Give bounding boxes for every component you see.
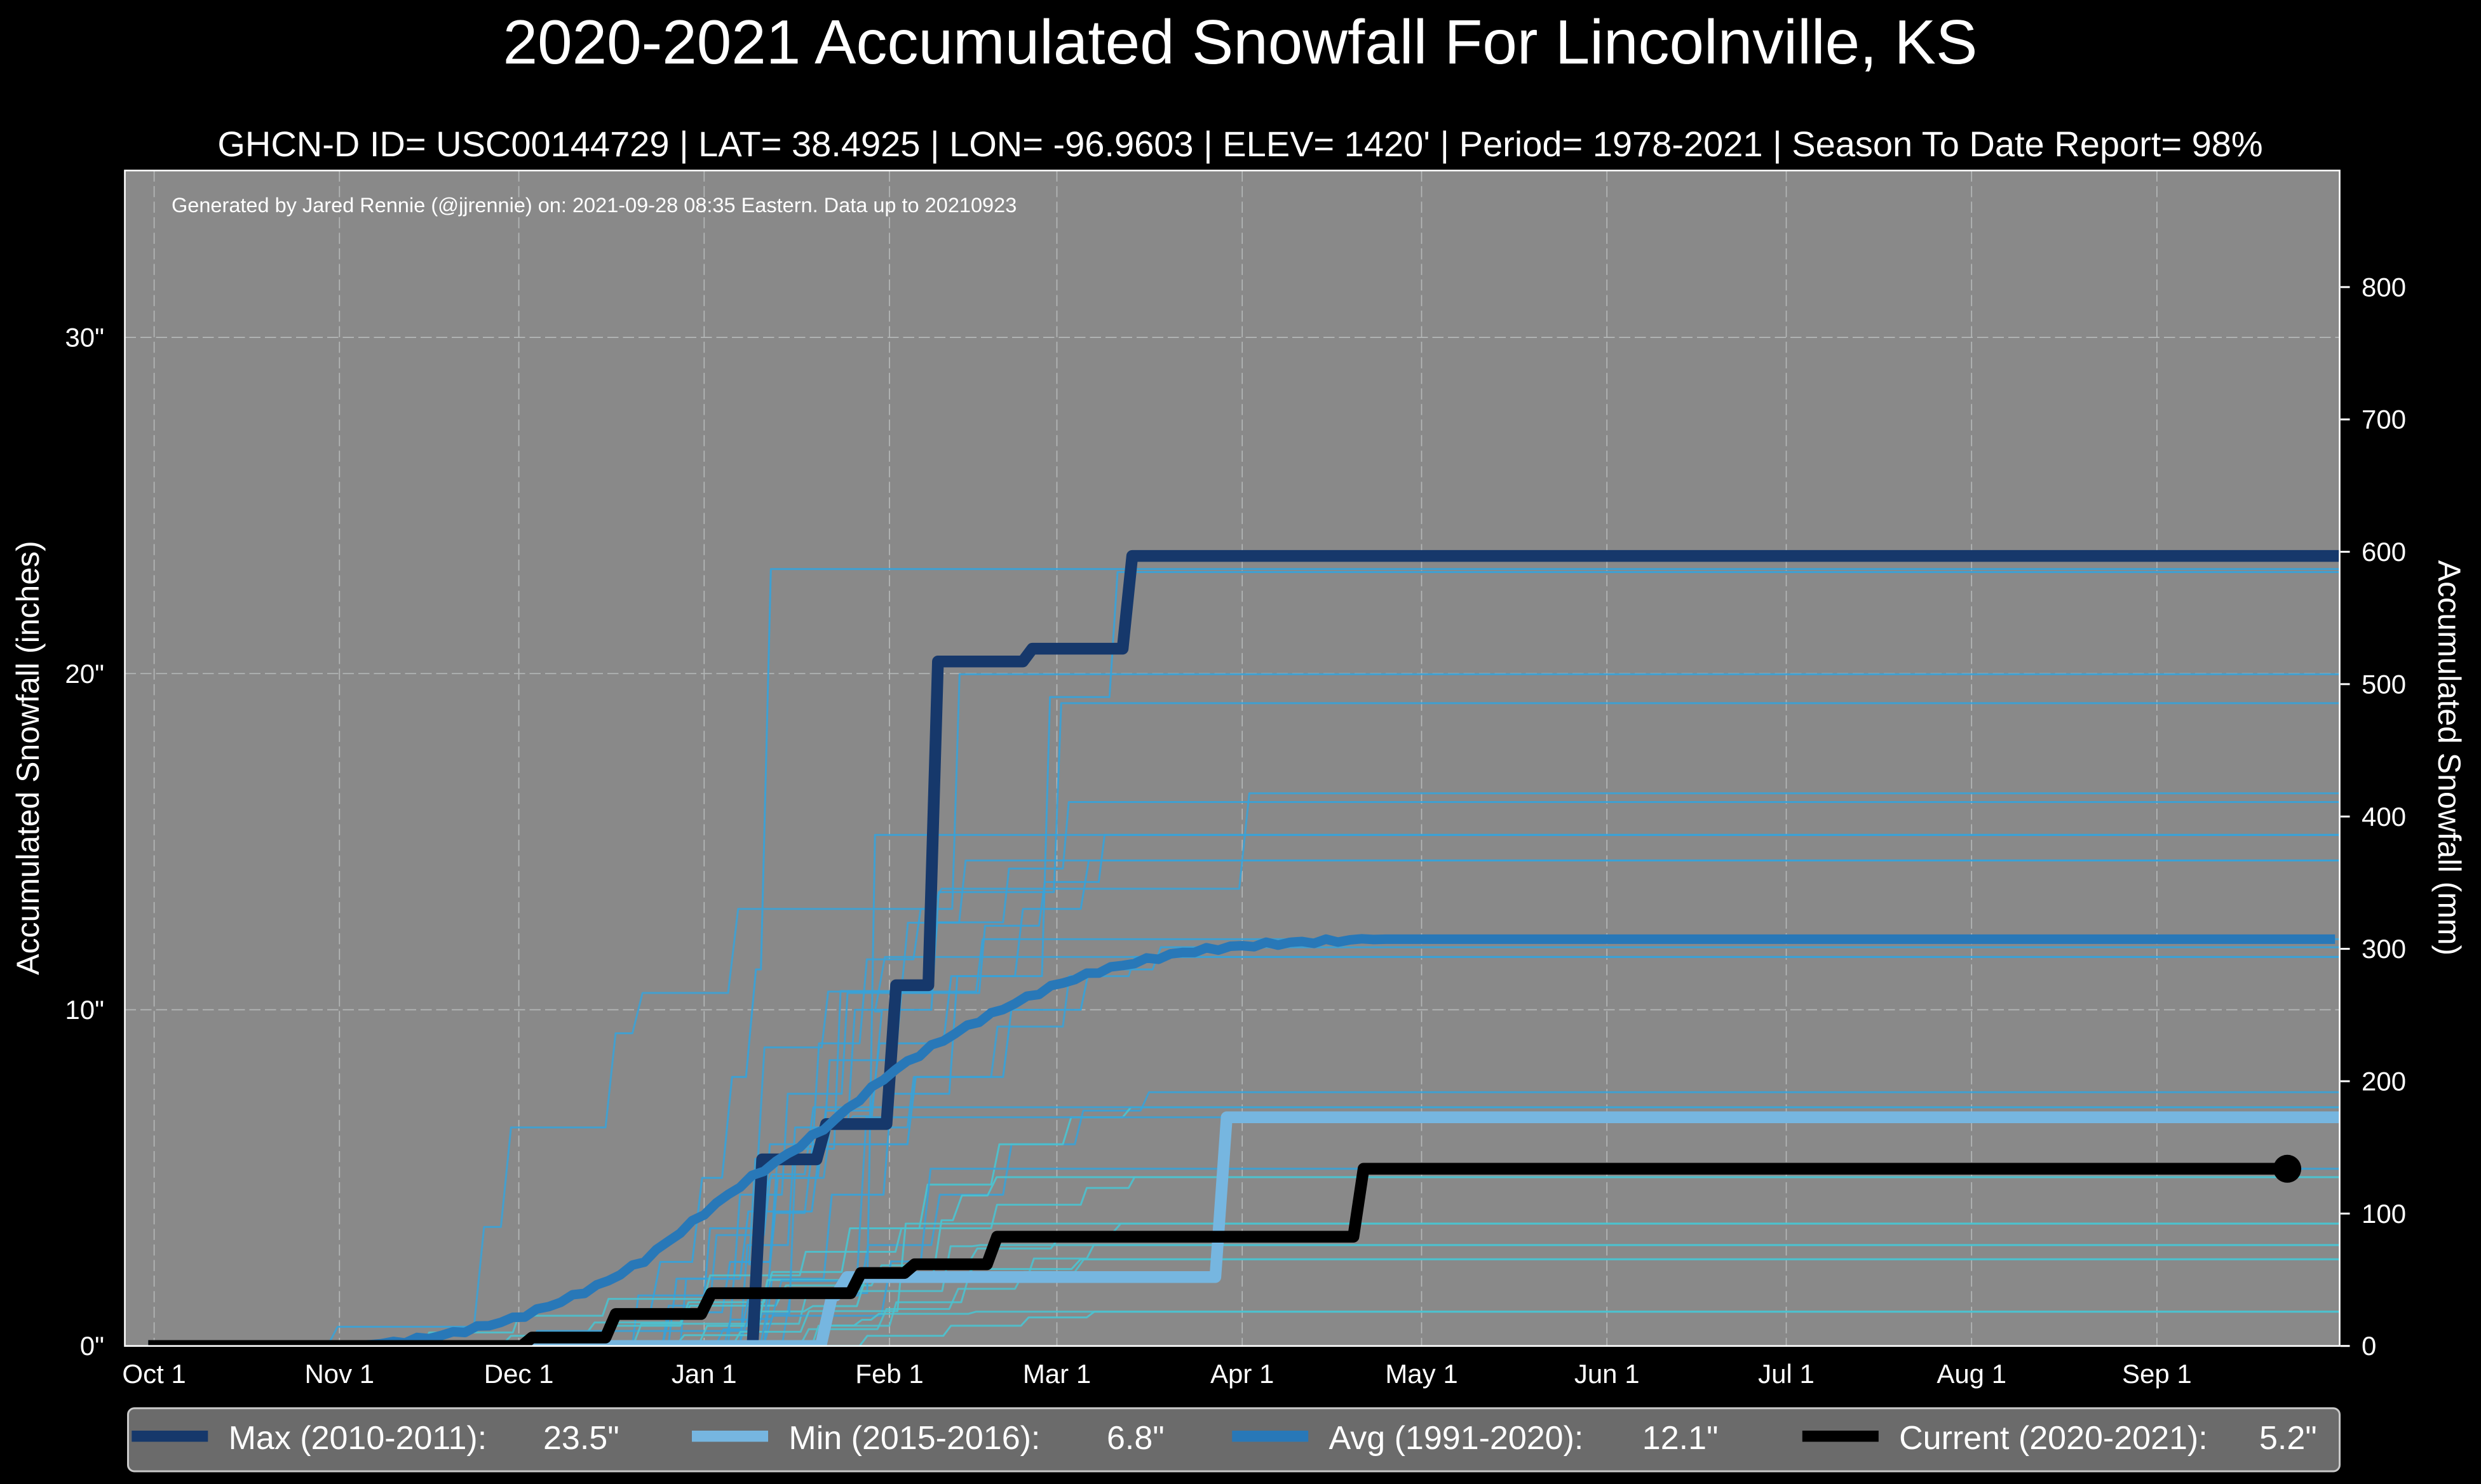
svg-text:400: 400 <box>2362 802 2406 832</box>
svg-text:20": 20" <box>65 659 104 689</box>
svg-text:Aug 1: Aug 1 <box>1937 1359 2006 1389</box>
svg-text:Accumulated Snowfall (mm): Accumulated Snowfall (mm) <box>2431 560 2467 955</box>
svg-text:Sep 1: Sep 1 <box>2122 1359 2192 1389</box>
svg-text:700: 700 <box>2362 405 2406 435</box>
svg-text:Mar 1: Mar 1 <box>1023 1359 1091 1389</box>
svg-text:Accumulated Snowfall (inches): Accumulated Snowfall (inches) <box>10 541 46 975</box>
svg-text:Avg (1991-2020):: Avg (1991-2020): <box>1329 1420 1584 1457</box>
svg-text:800: 800 <box>2362 272 2406 302</box>
svg-text:Oct 1: Oct 1 <box>122 1359 186 1389</box>
svg-text:0": 0" <box>80 1331 104 1361</box>
svg-text:2020-2021 Accumulated Snowfall: 2020-2021 Accumulated Snowfall For Linco… <box>503 7 1978 77</box>
svg-text:Min (2015-2016):: Min (2015-2016): <box>788 1420 1040 1457</box>
svg-text:Generated by Jared Rennie (@jj: Generated by Jared Rennie (@jjrennie) on… <box>172 194 1017 217</box>
svg-text:5.2": 5.2" <box>2259 1420 2317 1457</box>
svg-text:May 1: May 1 <box>1385 1359 1457 1389</box>
svg-text:12.1": 12.1" <box>1642 1420 1719 1457</box>
svg-text:GHCN-D ID= USC00144729 | LAT=: GHCN-D ID= USC00144729 | LAT= 38.4925 | … <box>217 124 2262 164</box>
svg-text:Current (2020-2021):: Current (2020-2021): <box>1899 1420 2208 1457</box>
svg-text:Feb 1: Feb 1 <box>855 1359 923 1389</box>
svg-text:300: 300 <box>2362 934 2406 964</box>
svg-text:100: 100 <box>2362 1199 2406 1229</box>
svg-text:600: 600 <box>2362 537 2406 567</box>
svg-text:Max (2010-2011):: Max (2010-2011): <box>229 1420 487 1457</box>
svg-text:Jun 1: Jun 1 <box>1574 1359 1640 1389</box>
svg-text:Apr 1: Apr 1 <box>1210 1359 1274 1389</box>
svg-text:23.5": 23.5" <box>543 1420 619 1457</box>
svg-text:200: 200 <box>2362 1067 2406 1096</box>
svg-text:6.8": 6.8" <box>1107 1420 1165 1457</box>
svg-text:Jan 1: Jan 1 <box>672 1359 737 1389</box>
svg-text:0: 0 <box>2362 1331 2376 1361</box>
svg-text:500: 500 <box>2362 669 2406 699</box>
svg-text:Nov 1: Nov 1 <box>304 1359 374 1389</box>
svg-text:30": 30" <box>65 323 104 353</box>
svg-text:Jul 1: Jul 1 <box>1758 1359 1815 1389</box>
svg-text:Dec 1: Dec 1 <box>484 1359 554 1389</box>
svg-text:10": 10" <box>65 995 104 1025</box>
